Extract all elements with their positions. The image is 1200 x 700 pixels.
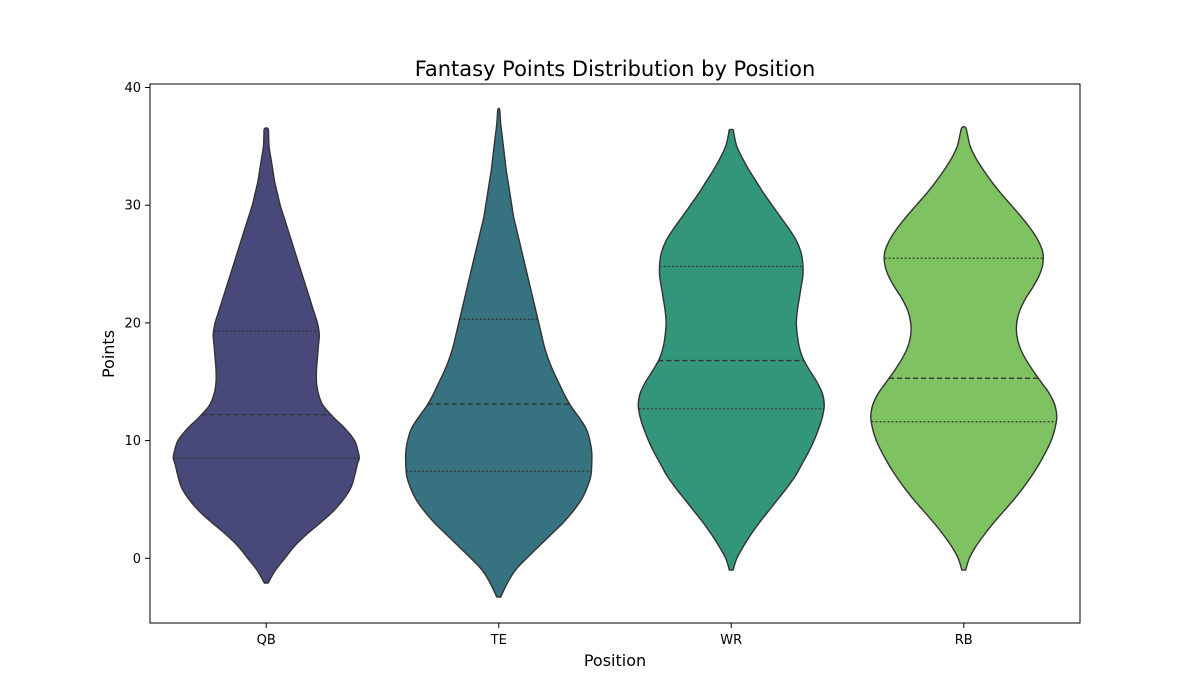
violins-group xyxy=(172,107,1058,598)
x-axis: QB TE WR RB xyxy=(257,623,973,648)
x-tick-label-wr: WR xyxy=(720,633,742,648)
y-tick-label-30: 30 xyxy=(124,199,141,214)
y-tick-label-20: 20 xyxy=(124,316,141,331)
x-tick-label-qb: QB xyxy=(257,633,276,648)
x-tick-label-te: TE xyxy=(490,633,507,648)
y-tick-label-40: 40 xyxy=(124,81,141,96)
chart-title: Fantasy Points Distribution by Position xyxy=(415,57,816,81)
x-axis-label: Position xyxy=(584,651,646,670)
y-tick-label-10: 10 xyxy=(124,434,141,449)
y-axis: 0 10 20 30 40 xyxy=(124,81,150,567)
violin-te xyxy=(404,107,593,598)
y-axis-label: Points xyxy=(99,330,118,378)
x-tick-label-rb: RB xyxy=(955,633,973,648)
violin-qb xyxy=(172,127,360,584)
violin-rb xyxy=(870,125,1058,571)
y-tick-label-0: 0 xyxy=(133,552,141,567)
violin-wr xyxy=(637,128,825,571)
plot-frame xyxy=(149,83,1081,624)
